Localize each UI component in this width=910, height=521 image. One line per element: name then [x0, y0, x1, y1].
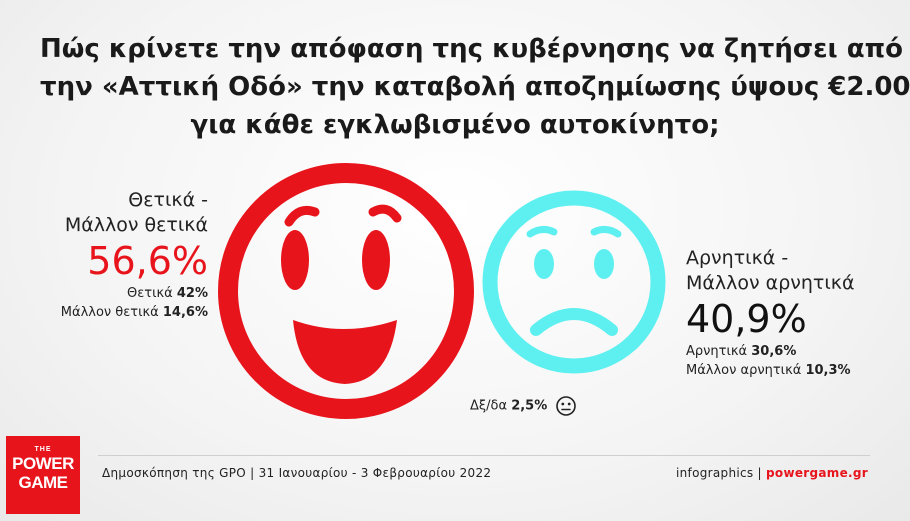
breakdown-row: Αρνητικά 30,6%: [686, 342, 896, 361]
category-label: Θετικά -: [128, 189, 208, 211]
footer-divider: [98, 455, 870, 456]
logo-power: POWER: [12, 454, 74, 473]
category-label: Αρνητικά -: [686, 247, 789, 269]
total-value: 40,9%: [686, 297, 807, 341]
neutral-face-icon: [556, 396, 577, 416]
breakdown-value: 14,6%: [162, 305, 208, 320]
credit: infographics | powergame.gr: [676, 466, 868, 480]
positive-stats: Θετικά - Μάλλον θετικά 56,6% Θετικά 42% …: [20, 188, 208, 322]
breakdown-row: Μάλλον αρνητικά 10,3%: [686, 361, 896, 380]
logo-game: GAME: [18, 473, 69, 492]
title-line: για κάθε εγκλωβισμένο αυτοκίνητο;: [190, 110, 720, 140]
power-game-logo: THE POWER GAME: [6, 436, 80, 514]
title-line: Πώς κρίνετε την απόφαση της κυβέρνησης ν…: [40, 34, 904, 64]
total-value: 56,6%: [87, 239, 208, 283]
category-label: Μάλλον αρνητικά: [686, 272, 855, 294]
no-answer-value: 2,5%: [511, 398, 548, 414]
no-answer-label: Δξ/δα: [470, 398, 508, 414]
breakdown-label: Αρνητικά: [686, 344, 748, 359]
source-note: Δημοσκόπηση της GPO | 31 Ιανουαρίου - 3 …: [102, 466, 492, 480]
breakdown-value: 10,3%: [805, 363, 851, 378]
happy-face-icon: [218, 163, 474, 419]
breakdown-label: Μάλλον θετικά: [60, 305, 159, 320]
breakdown-row: Μάλλον θετικά 14,6%: [20, 303, 208, 322]
category-label: Μάλλον θετικά: [64, 214, 208, 236]
logo-the: THE: [34, 446, 52, 453]
no-answer-stat: Δξ/δα 2,5%: [470, 395, 577, 417]
negative-stats: Αρνητικά - Μάλλον αρνητικά 40,9% Αρνητικ…: [686, 246, 896, 380]
credit-prefix: infographics |: [676, 466, 767, 480]
chart-title: Πώς κρίνετε την απόφαση της κυβέρνησης ν…: [40, 30, 910, 144]
breakdown-label: Θετικά: [127, 286, 173, 301]
title-line: την «Αττική Οδό» την καταβολή αποζημίωση…: [40, 72, 910, 102]
credit-brand-link[interactable]: powergame.gr: [766, 466, 868, 480]
breakdown-value: 42%: [176, 286, 208, 301]
breakdown-row: Θετικά 42%: [20, 284, 208, 303]
breakdown-value: 30,6%: [751, 344, 797, 359]
breakdown-label: Μάλλον αρνητικά: [686, 363, 802, 378]
sad-face-icon: [482, 190, 666, 374]
